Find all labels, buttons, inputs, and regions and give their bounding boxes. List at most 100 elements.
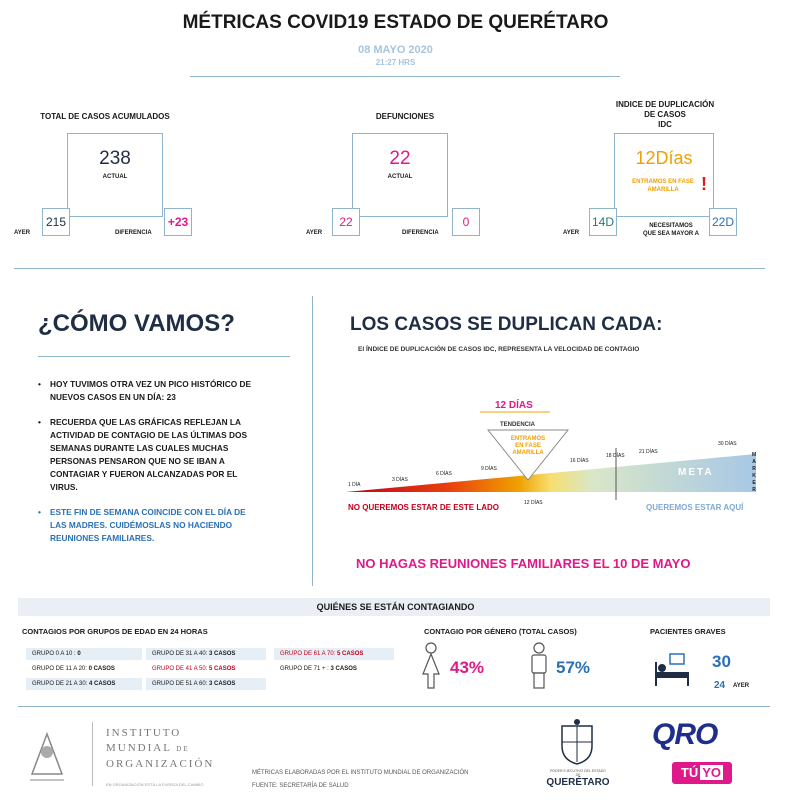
tuyo-b: YO (700, 765, 724, 780)
bullet-pico-l2: NUEVOS CASOS EN UN DÍA: 23 (50, 392, 176, 402)
report-date: 08 MAYO 2020 (358, 44, 433, 56)
scale-21: 21 DÍAS (639, 449, 658, 455)
right-label: QUEREMOS ESTAR AQUÍ (646, 503, 744, 512)
duplican-subtitle-a: El ÍNDICE DE DUPLICACIÓN DE CASOS (358, 346, 484, 353)
institute-name-l2: MUNDIAL DE (106, 741, 214, 757)
graves-yesterday: 24 (714, 680, 726, 691)
duplican-subtitle-c: , REPRESENTA LA VELOCIDAD DE CONTAGIO (494, 346, 640, 353)
gauge-entramos: ENTRAMOS EN FASE AMARILLA (502, 436, 554, 457)
hospital-bed-icon (655, 653, 689, 686)
footer-sep (92, 722, 93, 786)
idc-title-line2: DE CASOS (644, 110, 686, 119)
idc-target-label1: NECESITAMOS (649, 223, 693, 229)
metrics-divider (14, 268, 765, 269)
header-divider (190, 76, 620, 77)
gauge-tendencia: TENDENCIA (500, 422, 536, 428)
institute-name-l3: ORGANIZACIÓN (106, 758, 215, 770)
group-41-50-label: GRUPO DE 41 A 50: (152, 666, 210, 672)
group-61-70: GRUPO DE 61 A 70: 5 CASOS (274, 648, 394, 660)
genero-title: CONTAGIO POR GÉNERO (TOTAL CASOS) (424, 627, 577, 636)
state-label-1: PODER EJECUTIVO DEL ESTADO DE (550, 769, 606, 777)
bullet-madres: ESTE FIN DE SEMANA COINCIDE CON EL DÍA D… (36, 506, 306, 545)
institute-logo-icon (30, 731, 64, 781)
group-0-10-value: 0 (77, 651, 81, 657)
total-cases-title: TOTAL DE CASOS ACUMULADOS (40, 112, 170, 121)
gauge-wedge (346, 454, 756, 492)
report-time: 21:27 HRS (375, 58, 416, 67)
idc-target-label: NECESITAMOS QUE SEA MAYOR A (632, 222, 710, 238)
duplican-title: LOS CASOS SE DUPLICAN CADA: (350, 314, 663, 335)
total-cases-diff-label: DIFERENCIA (115, 230, 152, 236)
idc-target-label2: QUE SEA MAYOR A (642, 231, 699, 237)
footer-note-2: FUENTE: SECRETARÍA DE SALUD (252, 783, 349, 789)
idc-title-line3: IDC (658, 120, 672, 129)
idc-yesterday: 14D (589, 208, 617, 236)
gauge-entramos-l1: ENTRAMOS (510, 436, 546, 442)
group-11-20: GRUPO DE 11 A 20: 0 CASOS (26, 663, 142, 675)
group-31-40-label: GRUPO DE 31 A 40: (152, 651, 210, 657)
deaths-diff-label: DIFERENCIA (402, 230, 439, 236)
marker-letter-2: A (752, 459, 756, 465)
marker-letter-1: M (752, 452, 757, 458)
marker-letter-3: R (752, 466, 756, 472)
group-0-10-label: GRUPO 0 A 10 : (32, 651, 78, 657)
female-pct: 43% (450, 658, 485, 677)
group-41-50-value: 5 CASOS (209, 666, 236, 672)
vertical-divider (312, 296, 313, 586)
graves-title: PACIENTES GRAVES (650, 627, 726, 636)
bullet-recuerda-l1: RECUERDA QUE LAS GRÁFICAS REFLEJAN LA (50, 417, 241, 427)
bullet-madres-l3: REUNIONES FAMILIARES. (50, 533, 155, 543)
state-shield-icon (561, 719, 593, 765)
institute-mundial: MUNDIAL (106, 742, 172, 754)
bullet-recuerda-l2: ACTIVIDAD DE CONTAGIO DE LAS ÚLTIMAS DOS (50, 430, 247, 440)
deaths-diff: 0 (452, 208, 480, 236)
reuniones-warning: NO HAGAS REUNIONES FAMILIARES EL 10 DE M… (356, 556, 691, 571)
institute-tagline: EN ORGANIZACIÓN ESTÁ LA FUERZA DEL CAMBI… (106, 782, 204, 787)
scale-9: 9 DÍAS (481, 466, 497, 472)
group-71-plus: GRUPO DE 71 + : 3 CASOS (274, 663, 394, 675)
deaths-box: 22 ACTUAL (352, 133, 448, 217)
group-61-70-value: 5 CASOS (337, 651, 364, 657)
idc-actual: 12Días (635, 148, 693, 168)
gauge-current: 12 DÍAS (495, 400, 533, 411)
total-cases-yesterday-label: AYER (14, 230, 31, 236)
total-cases-actual-label: ACTUAL (102, 174, 128, 180)
gauge-meta: META (678, 467, 714, 478)
group-21-30-label: GRUPO DE 21 A 30: (32, 681, 90, 687)
institute-name-l1: INSTITUTO (106, 727, 182, 739)
total-cases-actual: 238 (99, 148, 131, 169)
idc-yesterday-label: AYER (563, 230, 580, 236)
footer-note-1: MÉTRICAS ELABORADAS POR EL INSTITUTO MUN… (252, 770, 469, 776)
gauge-marker-label: M A R K E R (752, 452, 756, 494)
group-0-10: GRUPO 0 A 10 : 0 (26, 648, 142, 660)
idc-phase-line2: AMARILLA (647, 187, 679, 193)
bullet-recuerda-l3: SEMANAS DURANTE LAS CUALES MUCHAS (50, 443, 229, 453)
contagiando-title: QUIÉNES SE ESTÁN CONTAGIANDO (316, 602, 475, 612)
group-71-plus-value: 3 CASOS (330, 666, 357, 672)
total-cases-box: 238 ACTUAL (67, 133, 163, 217)
graves-today: 30 (712, 652, 731, 671)
deaths-actual-label: ACTUAL (387, 174, 413, 180)
idc-phase: ENTRAMOS EN FASE AMARILLA (623, 178, 703, 194)
deaths-title: DEFUNCIONES (375, 112, 435, 121)
page-title: MÉTRICAS COVID19 ESTADO DE QUERÉTARO (182, 12, 609, 33)
footer-divider (18, 706, 770, 707)
scale-18: 18 DÍAS (606, 453, 625, 459)
group-21-30: GRUPO DE 21 A 30: 4 CASOS (26, 678, 142, 690)
group-71-plus-label: GRUPO DE 71 + : (280, 666, 331, 672)
idc-box: 12Días ENTRAMOS EN FASE AMARILLA ! (614, 133, 714, 217)
group-31-40: GRUPO DE 31 A 40: 3 CASOS (146, 648, 266, 660)
scale-6: 6 DÍAS (436, 471, 452, 477)
male-icon (531, 642, 547, 689)
bullet-madres-l2: LAS MADRES. CUIDÉMOSLAS NO HACIENDO (50, 520, 233, 530)
state-label-2: QUERÉTARO (546, 777, 610, 788)
deaths-yesterday: 22 (332, 208, 360, 236)
duplican-subtitle: El ÍNDICE DE DUPLICACIÓN DE CASOS IDC, R… (358, 346, 639, 353)
idc-phase-line1: ENTRAMOS EN FASE (632, 179, 694, 185)
scale-12: 12 DÍAS (524, 500, 543, 506)
scale-3: 3 DÍAS (392, 477, 408, 483)
male-pct: 57% (556, 658, 591, 677)
bullet-recuerda-l4: PERSONAS PENSARON QUE NO SE IBAN A (50, 456, 225, 466)
deaths-actual: 22 (389, 148, 411, 169)
bullet-madres-l1: ESTE FIN DE SEMANA COINCIDE CON EL DÍA D… (50, 507, 246, 517)
